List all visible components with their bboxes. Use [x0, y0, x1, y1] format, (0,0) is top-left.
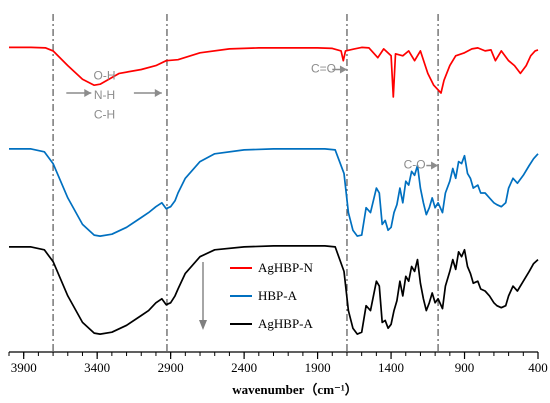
legend-label-hbp-a: HBP-A — [258, 288, 298, 303]
reference-lines — [52, 14, 439, 352]
annotation-o-h: O-H — [94, 68, 116, 82]
x-tick-label-1400: 1400 — [378, 360, 404, 375]
series-line-aghbp-n — [9, 46, 539, 98]
x-tick-label-2400: 2400 — [231, 360, 257, 375]
annotation-c=o: C=O — [311, 62, 336, 76]
annotation-n-h: N-H — [94, 88, 115, 102]
annotation-c-o: C-O — [404, 158, 426, 172]
x-axis-label: wavenumber（cm⁻¹） — [232, 382, 358, 397]
x-tick-label-3900: 3900 — [11, 360, 37, 375]
legend: AgHBP-N HBP-A AgHBP-A — [199, 260, 314, 331]
series-layer — [9, 46, 539, 335]
annotation-arrowhead-3 — [431, 161, 439, 170]
annotation-arrowhead-0 — [84, 89, 92, 98]
annotation-arrowhead-1 — [154, 89, 162, 98]
annotation-layer: O-H N-H C-H C=O C-O — [66, 62, 439, 172]
series-line-aghbp-a — [9, 245, 539, 335]
x-axis: 3900 3400 2900 2400 1900 1400 900 400 — [8, 351, 548, 375]
legend-label-aghbp-n: AgHBP-N — [258, 260, 314, 275]
x-tick-label-1900: 1900 — [305, 360, 331, 375]
x-tick-label-2900: 2900 — [158, 360, 184, 375]
x-tick-label-400: 400 — [528, 360, 548, 375]
legend-label-aghbp-a: AgHBP-A — [258, 316, 314, 331]
x-tick-label-3400: 3400 — [84, 360, 110, 375]
annotation-arrowhead-2 — [339, 65, 347, 74]
x-tick-label-900: 900 — [455, 360, 475, 375]
series-line-hbp-a — [9, 148, 539, 237]
annotation-c-h: C-H — [94, 108, 115, 122]
legend-down-arrow-icon — [199, 320, 207, 330]
